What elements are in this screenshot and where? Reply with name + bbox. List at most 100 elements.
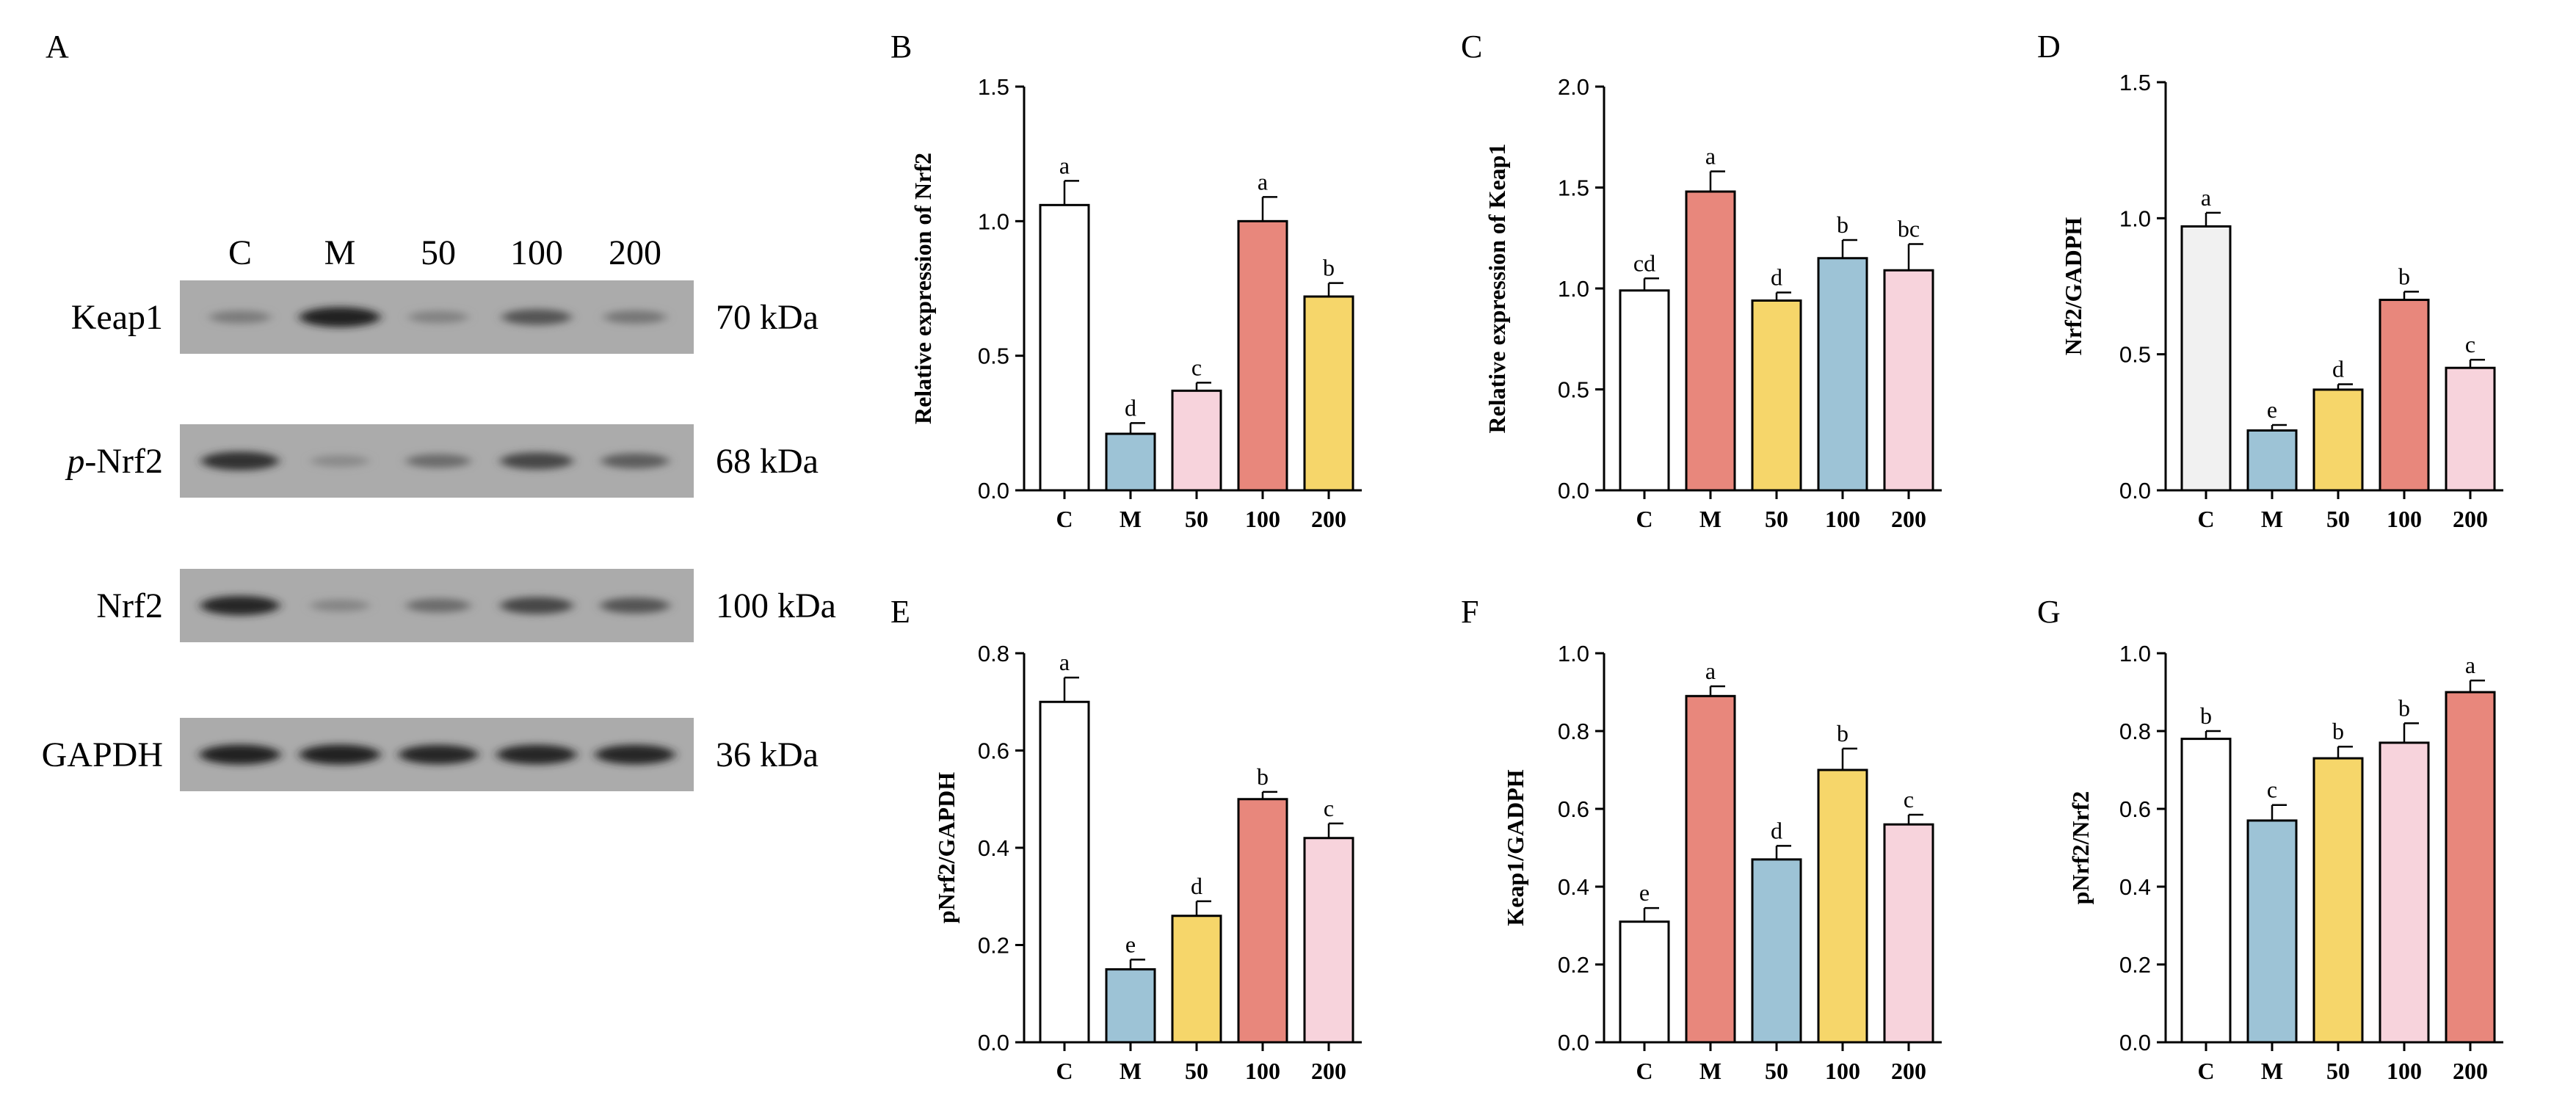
wb-protein-name: Keap1: [71, 298, 163, 337]
y-tick-label: 0.2: [2119, 952, 2151, 978]
significance-letter: d: [1771, 817, 1782, 843]
x-tick-label: C: [2197, 1058, 2214, 1084]
significance-letter: c: [1324, 795, 1334, 821]
protein-band: [500, 452, 573, 470]
bar: [2445, 366, 2496, 492]
wb-lane-label: 50: [421, 233, 456, 272]
bar: [1237, 219, 1288, 492]
protein-band: [408, 310, 468, 324]
x-tick-label: 100: [1245, 506, 1280, 532]
y-tick-label: 1.0: [1558, 641, 1589, 666]
x-tick-label: 100: [2387, 506, 2422, 532]
y-tick-label: 2.0: [1558, 74, 1589, 100]
y-tick-label: 0.6: [978, 738, 1009, 764]
chart-panel-b: B 0.0 0.5 1.0 1.5 Relative expression of Nrf2…: [890, 29, 1362, 532]
x-tick-label: M: [1120, 1058, 1142, 1084]
significance-letter: c: [2465, 331, 2475, 357]
significance-letter: a: [2465, 652, 2475, 678]
significance-letter: b: [2332, 718, 2344, 744]
y-tick-label: 0.8: [978, 641, 1009, 666]
x-tick-label: 50: [1765, 1058, 1788, 1084]
protein-band: [501, 309, 572, 325]
significance-letter: b: [1257, 763, 1269, 790]
panel-label: G: [2037, 594, 2061, 630]
y-tick-label: 0.8: [2119, 719, 2151, 744]
wb-protein-label: Keap1: [71, 298, 163, 337]
y-tick-label: 1.0: [978, 208, 1009, 234]
significance-letter: b: [2200, 702, 2212, 729]
wb-size-label: 36 kDa: [716, 735, 819, 774]
bar: [1685, 694, 1736, 1044]
significance-letter: d: [2332, 355, 2344, 382]
wb-lane-label: 200: [609, 233, 661, 272]
y-tick-label: 0.5: [2119, 342, 2151, 368]
bar: [2379, 299, 2430, 492]
x-tick-label: 200: [2453, 1058, 2488, 1084]
bar: [1817, 768, 1868, 1044]
significance-letter: b: [1837, 720, 1848, 746]
significance-letter: e: [1125, 931, 1136, 957]
wb-lane-label: M: [324, 233, 356, 272]
bar: [1619, 920, 1670, 1044]
y-tick-label: 0.0: [978, 1030, 1009, 1055]
protein-band: [399, 744, 478, 765]
protein-band: [406, 454, 471, 468]
bar: [1171, 915, 1222, 1044]
y-axis-label: Nrf2/GADPH: [2060, 217, 2086, 356]
x-tick-label: C: [1056, 1058, 1073, 1084]
wb-protein-label: GAPDH: [42, 735, 163, 774]
wb-protein-name: -Nrf2: [84, 442, 163, 481]
protein-band: [496, 744, 577, 765]
significance-letter: a: [2201, 184, 2211, 211]
x-tick-label: 50: [1765, 506, 1788, 532]
x-tick-label: M: [2261, 1058, 2283, 1084]
x-tick-label: C: [1056, 506, 1073, 532]
significance-letter: b: [1323, 255, 1335, 281]
significance-letter: d: [1125, 394, 1136, 421]
y-tick-label: 0.5: [978, 344, 1009, 369]
bar: [1883, 823, 1934, 1044]
x-tick-label: 200: [1891, 1058, 1926, 1084]
significance-letter: b: [2398, 694, 2410, 721]
panel-label: E: [890, 594, 910, 630]
wb-lane-label: C: [228, 233, 252, 272]
x-tick-label: 50: [1185, 506, 1208, 532]
significance-letter: e: [2267, 396, 2277, 423]
x-tick-label: 50: [2326, 506, 2350, 532]
x-tick-label: 200: [2453, 506, 2488, 532]
y-tick-label: 1.0: [2119, 641, 2151, 666]
y-tick-label: 0.0: [978, 478, 1009, 504]
wb-protein-name: GAPDH: [42, 735, 163, 774]
x-tick-label: 100: [1825, 1058, 1860, 1084]
bar: [2445, 691, 2496, 1044]
x-tick-label: 200: [1891, 506, 1926, 532]
chart-panel-d: D 0.0 0.5 1.0 1.5 Nrf2/GADPH a Ce Md 50 b 100 c 200: [2037, 29, 2503, 532]
wb-protein-prefix: p: [65, 442, 84, 481]
x-tick-label: M: [1120, 506, 1142, 532]
x-tick-label: 50: [1185, 1058, 1208, 1084]
bar: [2180, 225, 2232, 492]
bar: [1751, 858, 1802, 1044]
y-tick-label: 0.2: [978, 933, 1009, 959]
y-tick-label: 1.5: [978, 74, 1009, 100]
protein-band: [500, 597, 573, 614]
x-tick-label: 100: [2387, 1058, 2422, 1084]
y-tick-label: 0.6: [2119, 796, 2151, 822]
bar: [1237, 798, 1288, 1044]
protein-band: [201, 451, 279, 470]
significance-letter: d: [1771, 264, 1782, 291]
bar: [1619, 289, 1670, 492]
panel-label: C: [1461, 29, 1482, 65]
significance-letter: a: [1059, 152, 1070, 178]
y-tick-label: 0.8: [1558, 719, 1589, 744]
y-axis-label: pNrf2/Nrf2: [2067, 791, 2094, 905]
protein-band: [311, 455, 369, 467]
significance-letter: c: [1904, 786, 1914, 813]
bar: [2180, 738, 2232, 1044]
bar: [1171, 389, 1222, 492]
protein-band: [595, 744, 675, 765]
significance-letter: cd: [1633, 250, 1655, 276]
y-axis-label: Keap1/GADPH: [1502, 769, 1528, 926]
protein-band: [600, 597, 670, 614]
